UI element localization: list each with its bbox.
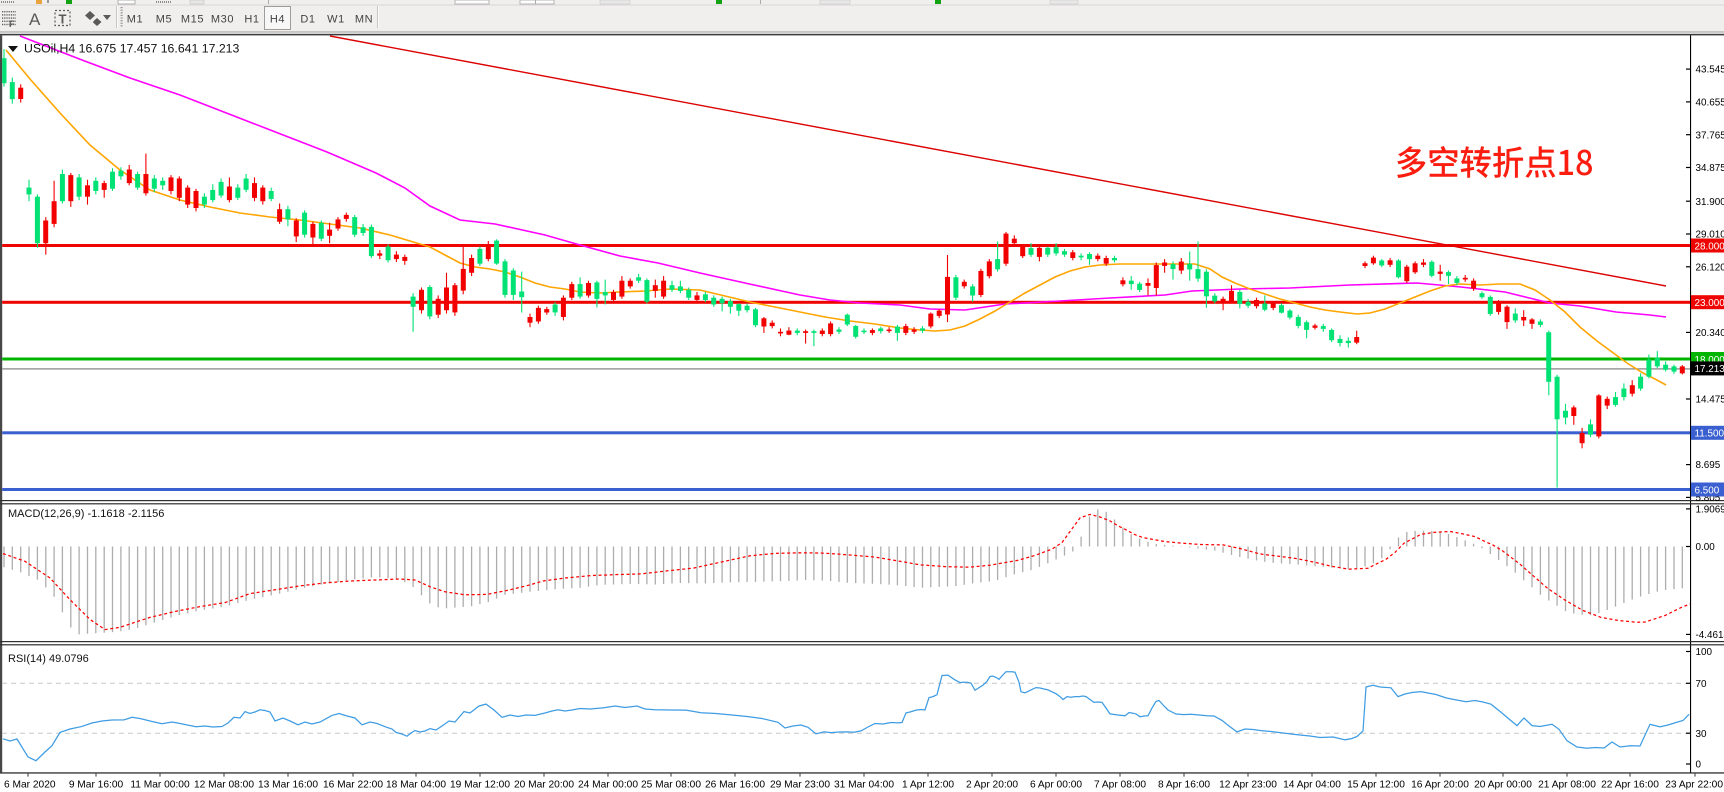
svg-text:21 Apr 08:00: 21 Apr 08:00 <box>1538 780 1596 791</box>
svg-text:2 Apr 20:00: 2 Apr 20:00 <box>966 780 1018 791</box>
svg-text:29.010: 29.010 <box>1696 230 1724 241</box>
svg-text:T: T <box>59 12 67 27</box>
svg-text:W1: W1 <box>327 14 345 26</box>
svg-text:30: 30 <box>1696 729 1707 740</box>
svg-text:26 Mar 16:00: 26 Mar 16:00 <box>705 780 765 791</box>
svg-text:100: 100 <box>1696 647 1713 658</box>
svg-text:A: A <box>29 10 41 29</box>
svg-text:12 Mar 08:00: 12 Mar 08:00 <box>194 780 254 791</box>
svg-text:31 Mar 04:00: 31 Mar 04:00 <box>834 780 894 791</box>
svg-text:6 Apr 00:00: 6 Apr 00:00 <box>1030 780 1082 791</box>
svg-text:20.340: 20.340 <box>1696 328 1724 339</box>
svg-text:14.475: 14.475 <box>1696 395 1724 406</box>
svg-text:31.900: 31.900 <box>1696 197 1724 208</box>
svg-text:1 Apr 12:00: 1 Apr 12:00 <box>902 780 954 791</box>
svg-text:34.875: 34.875 <box>1696 163 1724 174</box>
svg-text:M15: M15 <box>181 14 204 26</box>
svg-text:M1: M1 <box>127 14 143 26</box>
svg-text:MACD(12,26,9) -1.1618 -2.1156: MACD(12,26,9) -1.1618 -2.1156 <box>8 508 164 520</box>
svg-text:6.500: 6.500 <box>1695 485 1720 496</box>
svg-text:22 Apr 16:00: 22 Apr 16:00 <box>1601 780 1659 791</box>
svg-text:RSI(14) 49.0796: RSI(14) 49.0796 <box>8 653 89 665</box>
svg-text:H4: H4 <box>270 14 285 26</box>
svg-text:8.695: 8.695 <box>1696 460 1721 471</box>
svg-text:F: F <box>9 19 15 29</box>
svg-text:26.120: 26.120 <box>1696 262 1724 273</box>
svg-text:8 Apr 16:00: 8 Apr 16:00 <box>1158 780 1210 791</box>
svg-text:H1: H1 <box>244 14 259 26</box>
svg-text:40.655: 40.655 <box>1696 98 1724 109</box>
svg-text:M5: M5 <box>156 14 172 26</box>
svg-text:18 Mar 04:00: 18 Mar 04:00 <box>386 780 446 791</box>
svg-text:6 Mar 2020: 6 Mar 2020 <box>4 780 56 791</box>
svg-text:0: 0 <box>1696 760 1702 771</box>
svg-text:7 Apr 08:00: 7 Apr 08:00 <box>1094 780 1146 791</box>
svg-text:9 Mar 16:00: 9 Mar 16:00 <box>69 780 124 791</box>
svg-text:MN: MN <box>355 14 373 26</box>
svg-text:17.213: 17.213 <box>1695 364 1724 375</box>
svg-text:16 Apr 20:00: 16 Apr 20:00 <box>1411 780 1469 791</box>
svg-text:M30: M30 <box>211 14 234 26</box>
svg-text:-4.4614: -4.4614 <box>1696 630 1724 641</box>
svg-text:18.000: 18.000 <box>1695 355 1724 366</box>
svg-text:20 Apr 00:00: 20 Apr 00:00 <box>1474 780 1532 791</box>
svg-text:5.805: 5.805 <box>1696 493 1721 504</box>
svg-text:23.000: 23.000 <box>1695 298 1724 309</box>
svg-text:70: 70 <box>1696 679 1707 690</box>
svg-text:0.00: 0.00 <box>1696 542 1716 553</box>
svg-text:29 Mar 23:00: 29 Mar 23:00 <box>770 780 830 791</box>
svg-text:D1: D1 <box>300 14 315 26</box>
svg-text:USOil,H4 16.675 17.457 16.641: USOil,H4 16.675 17.457 16.641 17.213 <box>24 42 240 56</box>
svg-text:37.765: 37.765 <box>1696 130 1724 141</box>
svg-text:28.000: 28.000 <box>1695 241 1724 252</box>
svg-text:13 Mar 16:00: 13 Mar 16:00 <box>258 780 318 791</box>
svg-text:1.9069: 1.9069 <box>1696 505 1724 516</box>
svg-text:16 Mar 22:00: 16 Mar 22:00 <box>323 780 383 791</box>
svg-text:25 Mar 08:00: 25 Mar 08:00 <box>641 780 701 791</box>
svg-text:23 Apr 22:00: 23 Apr 22:00 <box>1665 780 1723 791</box>
svg-text:24 Mar 00:00: 24 Mar 00:00 <box>578 780 638 791</box>
svg-text:15 Apr 12:00: 15 Apr 12:00 <box>1347 780 1405 791</box>
svg-text:43.545: 43.545 <box>1696 65 1724 76</box>
svg-text:11 Mar 00:00: 11 Mar 00:00 <box>130 780 190 791</box>
svg-text:12 Apr 23:00: 12 Apr 23:00 <box>1219 780 1277 791</box>
svg-text:20 Mar 20:00: 20 Mar 20:00 <box>514 780 574 791</box>
svg-text:14 Apr 04:00: 14 Apr 04:00 <box>1283 780 1341 791</box>
svg-text:19 Mar 12:00: 19 Mar 12:00 <box>450 780 510 791</box>
svg-text:11.500: 11.500 <box>1695 429 1724 440</box>
